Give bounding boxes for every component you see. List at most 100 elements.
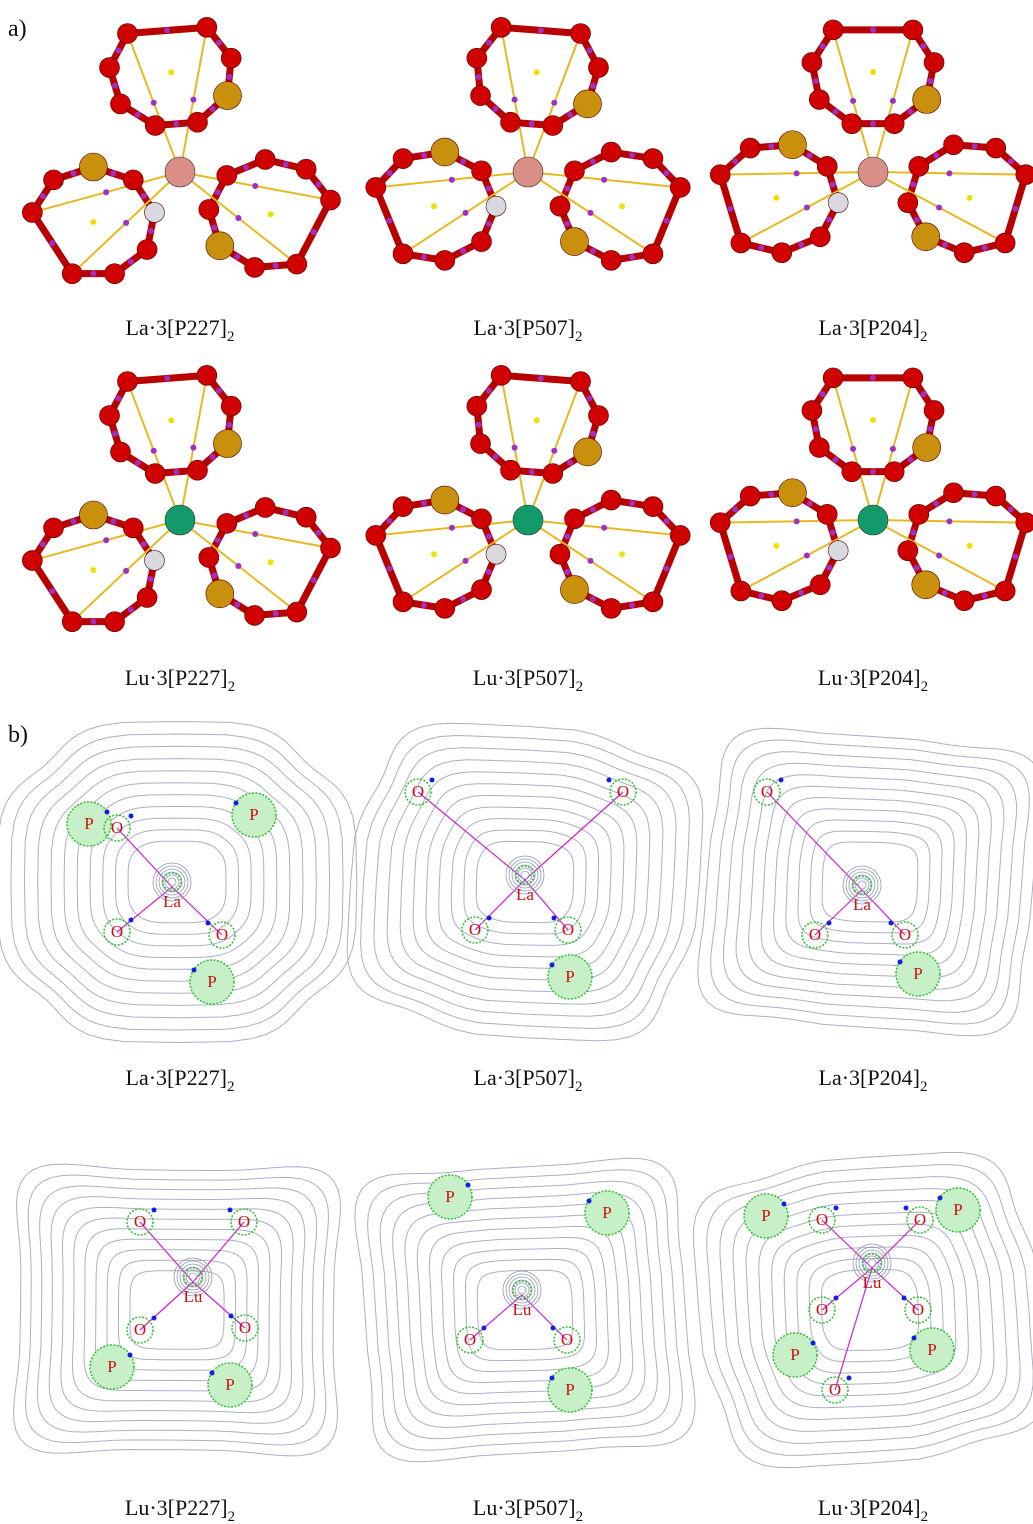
atom: [924, 52, 944, 72]
atom: [501, 112, 521, 132]
critical-point: [590, 158, 596, 164]
atom: [79, 153, 107, 181]
critical-point: [798, 242, 804, 248]
critical-point: [567, 112, 573, 118]
critical-point: [173, 121, 179, 127]
critical-point: [982, 593, 988, 599]
critical-point: [141, 541, 147, 547]
critical-point: [804, 204, 810, 210]
contour-line: [759, 1212, 981, 1408]
critical-point: [129, 814, 134, 819]
critical-point: [115, 48, 121, 54]
atom: [986, 138, 1006, 158]
critical-point: [112, 83, 118, 89]
atom-label: P: [790, 1345, 799, 1364]
atom: [206, 232, 234, 260]
critical-point: [590, 248, 596, 254]
atom: [710, 165, 730, 185]
critical-point: [728, 206, 734, 212]
atom: [105, 264, 125, 284]
caption: Lu·3[P204]2: [818, 665, 928, 695]
atoms: [366, 365, 690, 618]
critical-point: [421, 152, 427, 158]
atom: [137, 240, 157, 260]
atom-label: P: [927, 1340, 936, 1359]
atom-label: O: [111, 818, 123, 837]
atom: [898, 193, 918, 213]
critical-point: [273, 611, 279, 617]
atom-label: P: [565, 1380, 574, 1399]
caption: Lu·3[P227]2: [125, 665, 235, 695]
atom: [574, 90, 602, 118]
atom: [197, 17, 217, 37]
critical-point: [798, 590, 804, 596]
critical-point: [273, 263, 279, 269]
atom: [643, 592, 663, 612]
atom: [903, 20, 923, 40]
ring-point: [168, 69, 174, 75]
contour-map: POOPLuOOPPO: [694, 1153, 1033, 1468]
atom: [817, 504, 837, 524]
atom: [828, 193, 848, 213]
critical-point: [768, 143, 774, 149]
contour-line: [49, 1197, 305, 1424]
atom: [1016, 513, 1033, 533]
atom: [145, 116, 165, 136]
ring-point: [168, 417, 174, 423]
atom-label: O: [816, 1300, 828, 1319]
critical-point: [40, 193, 46, 199]
atom: [105, 612, 125, 632]
critical-point: [103, 537, 109, 543]
caption-name: Lu·3[P507]: [473, 1495, 576, 1520]
caption-name: La·3[P227]: [126, 315, 227, 340]
atom: [44, 170, 64, 190]
bonds: [720, 375, 1026, 601]
atom: [472, 509, 492, 529]
critical-point: [460, 506, 466, 512]
critical-point: [587, 48, 593, 54]
atom: [564, 161, 584, 181]
critical-point: [252, 531, 258, 537]
atom: [287, 602, 307, 622]
critical-point: [811, 1341, 816, 1346]
critical-point: [807, 153, 813, 159]
atom: [110, 94, 130, 114]
atom: [884, 462, 904, 482]
caption-subscript: 2: [920, 1079, 928, 1095]
atom: [913, 86, 941, 114]
critical-point: [870, 121, 876, 127]
atom-label: O: [912, 1300, 924, 1319]
critical-point: [90, 271, 96, 277]
atom: [117, 23, 137, 43]
atom: [912, 571, 940, 599]
atom: [110, 442, 130, 462]
ring-point: [90, 219, 96, 225]
atom: [22, 550, 42, 570]
critical-point: [164, 375, 170, 381]
atom-label: O: [809, 925, 821, 944]
critical-point: [834, 1296, 839, 1301]
critical-point: [252, 183, 258, 189]
contour-line: [11, 734, 343, 1030]
critical-point: [587, 396, 593, 402]
bonds: [376, 27, 680, 260]
critical-point: [833, 457, 839, 463]
caption: La·3[P507]2: [474, 1065, 583, 1095]
atom: [100, 58, 120, 78]
critical-point: [890, 446, 896, 452]
atom: [670, 525, 690, 545]
critical-point: [216, 388, 222, 394]
ring-point: [619, 203, 625, 209]
critical-point: [235, 215, 241, 221]
critical-point: [933, 501, 939, 507]
critical-point: [728, 554, 734, 560]
critical-point: [820, 43, 826, 49]
atom: [601, 142, 621, 162]
atom-label: P: [913, 964, 922, 983]
critical-point: [70, 170, 76, 176]
atom-label: P: [249, 805, 258, 824]
critical-point: [920, 43, 926, 49]
contour-line: [38, 759, 317, 1006]
atoms: [22, 17, 340, 283]
critical-point: [629, 602, 635, 608]
